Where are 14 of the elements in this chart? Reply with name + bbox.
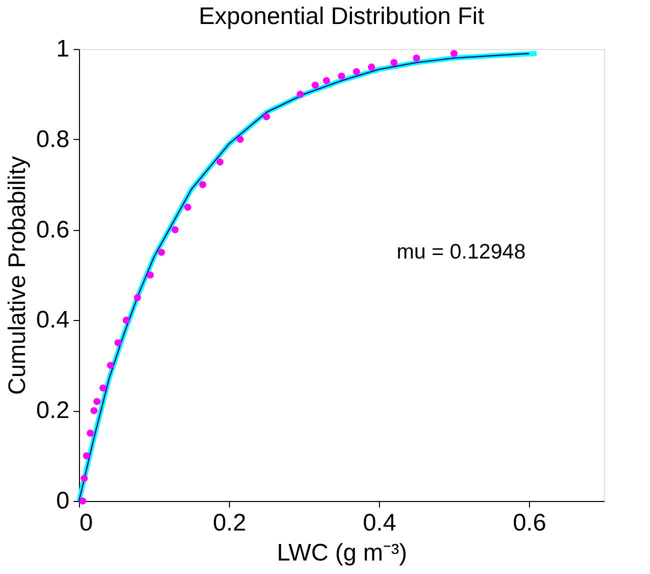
y-tick-label: 0.6 bbox=[36, 216, 70, 244]
y-tick-label: 0 bbox=[56, 488, 70, 514]
y-tick-label: 0.2 bbox=[36, 397, 70, 424]
x-tick-label: 0.6 bbox=[512, 510, 546, 536]
x-axis-title: LWC (g m⁻³) bbox=[276, 540, 408, 566]
x-tick-label: 0 bbox=[80, 510, 93, 536]
chart-title: Exponential Distribution Fit bbox=[198, 3, 485, 30]
x-tick-label: 0.2 bbox=[212, 510, 246, 536]
y-tick-label: 0.4 bbox=[36, 306, 70, 334]
x-tick-label: 0.4 bbox=[362, 510, 396, 536]
annotation: mu = 0.12948 bbox=[396, 240, 526, 264]
y-axis-title: Cumulative Probability bbox=[4, 156, 32, 395]
y-tick-label: 0.8 bbox=[36, 126, 70, 153]
y-tick-label: 1 bbox=[56, 36, 70, 62]
